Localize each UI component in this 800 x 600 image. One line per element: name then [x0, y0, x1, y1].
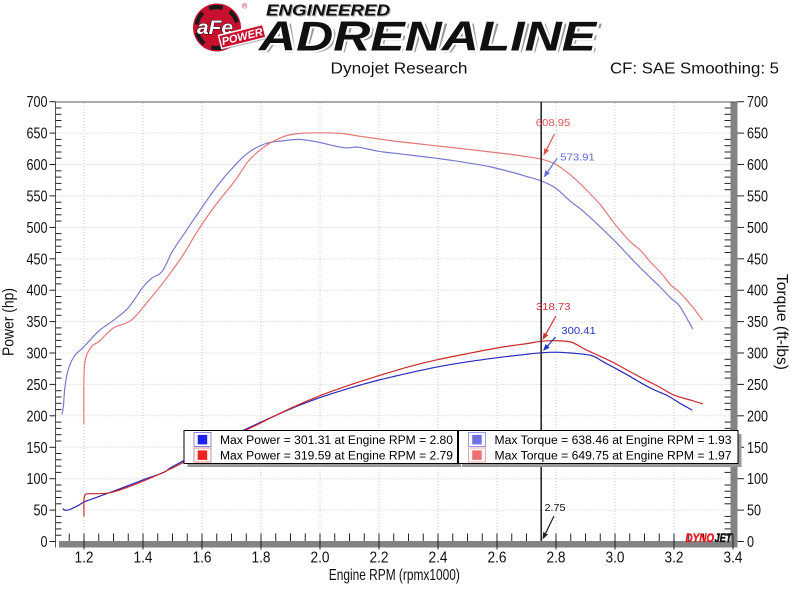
- svg-text:3.2: 3.2: [665, 550, 684, 567]
- svg-text:Max Torque = 638.46 at Engine: Max Torque = 638.46 at Engine RPM = 1.93: [495, 435, 732, 447]
- svg-text:400: 400: [747, 283, 768, 300]
- svg-text:550: 550: [27, 188, 48, 205]
- svg-text:2.0: 2.0: [311, 550, 330, 567]
- svg-text:ADRENALINE: ADRENALINE: [258, 13, 599, 60]
- svg-text:573.91: 573.91: [560, 152, 595, 164]
- svg-text:250: 250: [27, 377, 48, 394]
- svg-text:600: 600: [747, 157, 768, 174]
- svg-text:3.0: 3.0: [606, 550, 625, 567]
- svg-text:1.4: 1.4: [134, 550, 153, 567]
- svg-text:0: 0: [41, 534, 48, 551]
- svg-text:1.8: 1.8: [252, 550, 271, 567]
- svg-text:608.95: 608.95: [536, 117, 571, 129]
- svg-text:600: 600: [27, 157, 48, 174]
- svg-text:350: 350: [747, 314, 768, 331]
- svg-text:350: 350: [27, 314, 48, 331]
- svg-text:450: 450: [747, 251, 768, 268]
- svg-text:2.75: 2.75: [545, 502, 566, 514]
- svg-text:Max Power = 301.31 at Engine R: Max Power = 301.31 at Engine RPM = 2.80: [220, 435, 453, 447]
- svg-text:ENGINEERED: ENGINEERED: [267, 4, 392, 21]
- svg-text:100: 100: [27, 471, 48, 488]
- svg-text:0: 0: [747, 534, 754, 551]
- svg-text:650: 650: [27, 126, 48, 143]
- svg-text:3.4: 3.4: [724, 550, 743, 567]
- svg-text:JET: JET: [715, 533, 733, 545]
- svg-text:CF: SAE Smoothing: 5: CF: SAE Smoothing: 5: [610, 61, 779, 78]
- svg-text:2.2: 2.2: [370, 550, 389, 567]
- svg-text:2.4: 2.4: [429, 550, 448, 567]
- svg-text:400: 400: [27, 283, 48, 300]
- svg-text:50: 50: [34, 503, 48, 520]
- svg-text:Torque (ft-lbs): Torque (ft-lbs): [773, 274, 790, 370]
- svg-text:150: 150: [27, 440, 48, 457]
- svg-text:Power (hp): Power (hp): [1, 288, 18, 356]
- svg-text:300: 300: [747, 346, 768, 363]
- svg-text:500: 500: [27, 220, 48, 237]
- svg-text:700: 700: [27, 94, 48, 111]
- svg-text:318.73: 318.73: [536, 301, 571, 313]
- svg-text:500: 500: [747, 220, 768, 237]
- svg-text:150: 150: [747, 440, 768, 457]
- svg-text:ADRENALINE: ADRENALINE: [260, 15, 603, 62]
- svg-text:650: 650: [747, 126, 768, 143]
- svg-text:1.6: 1.6: [193, 550, 212, 567]
- svg-text:Max Power = 319.59 at Engine R: Max Power = 319.59 at Engine RPM = 2.79: [220, 451, 453, 463]
- svg-text:200: 200: [27, 408, 48, 425]
- svg-text:250: 250: [747, 377, 768, 394]
- svg-text:2.6: 2.6: [488, 550, 507, 567]
- svg-text:DYNO: DYNO: [686, 533, 715, 545]
- svg-text:550: 550: [747, 188, 768, 205]
- svg-text:ENGINEERED: ENGINEERED: [266, 3, 391, 20]
- svg-text:Engine RPM (rpmx1000): Engine RPM (rpmx1000): [329, 567, 460, 584]
- svg-text:®: ®: [242, 3, 248, 11]
- svg-text:1.2: 1.2: [75, 550, 94, 567]
- svg-text:Max Torque = 649.75 at Engine: Max Torque = 649.75 at Engine RPM = 1.97: [495, 451, 732, 463]
- svg-text:200: 200: [747, 408, 768, 425]
- svg-text:300: 300: [27, 346, 48, 363]
- svg-text:300.41: 300.41: [561, 325, 596, 337]
- svg-text:2.8: 2.8: [547, 550, 566, 567]
- svg-text:450: 450: [27, 251, 48, 268]
- svg-text:700: 700: [747, 94, 768, 111]
- svg-text:100: 100: [747, 471, 768, 488]
- svg-text:ADRENALINE: ADRENALINE: [258, 13, 599, 60]
- svg-text:50: 50: [747, 503, 761, 520]
- svg-text:Dynojet Research: Dynojet Research: [331, 61, 468, 78]
